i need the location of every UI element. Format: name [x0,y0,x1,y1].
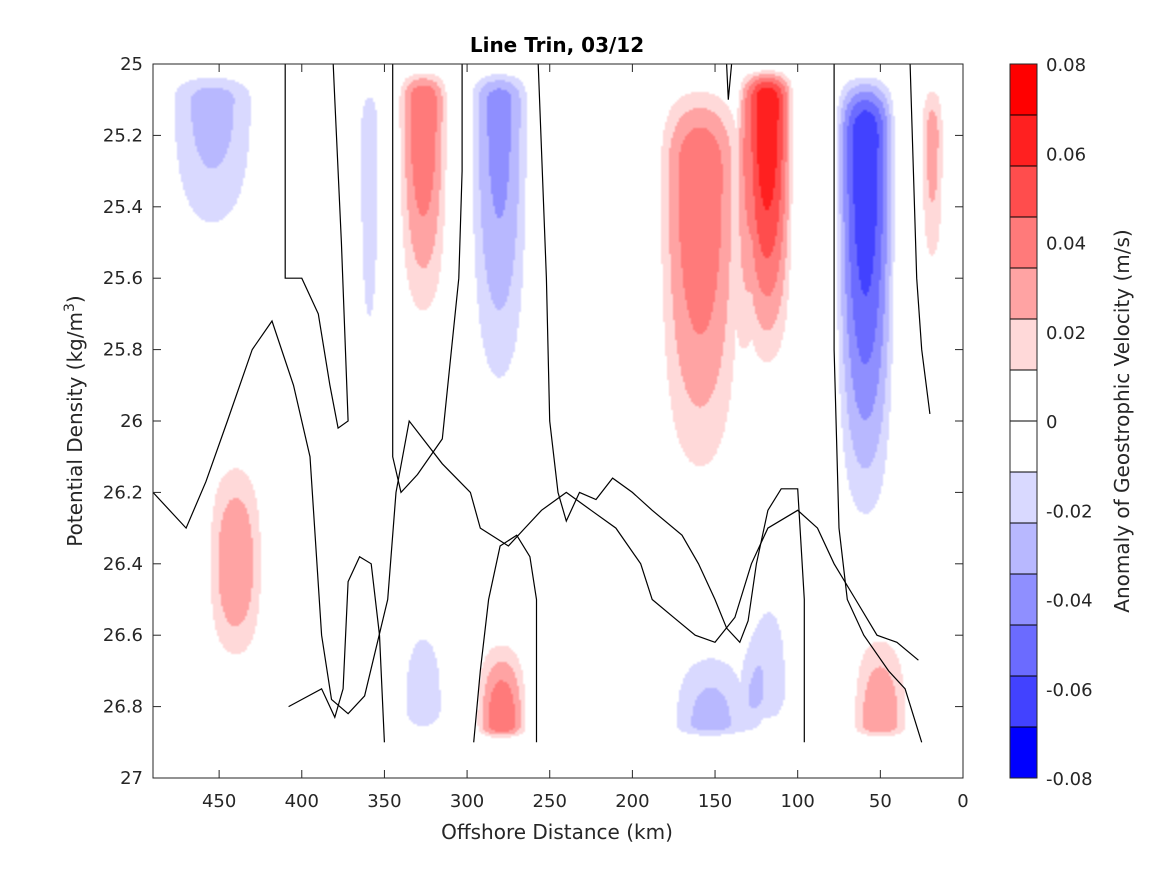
colorbar [1009,63,1038,779]
x-tick-label: 150 [698,791,732,812]
colorbar-tick-label: 0.04 [1046,234,1086,255]
colorbar-swatch [1010,472,1037,524]
zero-contour-line [392,64,463,494]
colorbar-label: Anomaly of Geostrophic Velocity (m/s) [1110,229,1134,612]
colorbar-tick-label: -0.02 [1046,501,1093,522]
colorbar-tick-label: -0.06 [1046,680,1093,701]
y-tick-label: 25.2 [103,125,143,146]
contour-fill-layer [153,64,963,778]
zero-contour-line [833,64,923,743]
zero-contour-line [288,555,385,743]
colorbar-tick-label: -0.04 [1046,591,1093,612]
x-tick-label: 0 [957,791,968,812]
colorbar-swatch [1010,676,1037,728]
zero-contour-line [284,64,349,430]
y-tick-label: 25.6 [103,268,143,289]
colorbar-frame [1009,63,1038,779]
zero-contour-line [726,64,733,100]
y-tick-label: 27 [120,768,143,789]
zero-contour-line [537,64,805,743]
zero-contour-line [153,319,919,715]
colorbar-swatch [1010,625,1037,677]
colorbar-swatch [1010,64,1037,116]
x-tick-label: 250 [533,791,567,812]
x-tick-label: 300 [450,791,484,812]
y-tick-label: 26.4 [103,554,143,575]
x-tick-label: 450 [202,791,236,812]
y-tick-label: 25 [120,54,143,75]
velocity-anomaly-field [153,64,963,778]
x-tick-label: 50 [869,791,892,812]
colorbar-tick-label: 0.08 [1046,55,1086,76]
colorbar-tick-label: 0 [1046,412,1057,433]
x-axis-label: Offshore Distance (km) [441,820,673,844]
colorbar-tick-label: -0.08 [1046,769,1093,790]
zero-contour-lines [153,64,931,743]
colorbar-swatch [1010,217,1037,269]
y-tick-label: 26.8 [103,697,143,718]
y-tick-label: 26.2 [103,482,143,503]
colorbar-swatch [1010,523,1037,575]
y-axis-label-text: Potential Density (kg/m [63,312,87,547]
colorbar-swatch [1010,166,1037,218]
colorbar-swatch [1010,574,1037,626]
y-tick-label: 26.6 [103,625,143,646]
colorbar-swatch [1010,727,1037,779]
colorbar-swatch [1010,319,1037,371]
colorbar-ticks: 0.08 0.06 0.04 0.02 0 -0.02 -0.04 -0.06 -0.08 [1046,55,1093,790]
y-axis-ticks: 25 25.2 25.4 25.6 25.8 26 26.2 26.4 26.6 26.8 27 [103,54,963,789]
y-tick-label: 25.4 [103,197,143,218]
colorbar-tick-label: 0.06 [1046,144,1086,165]
x-tick-label: 400 [285,791,319,812]
x-tick-label: 350 [367,791,401,812]
colorbar-swatch [1010,115,1037,167]
zero-contour-line [473,534,538,743]
y-axis-label-exponent: 3 [62,303,78,312]
x-tick-label: 100 [781,791,815,812]
colorbar-tick-label: 0.02 [1046,323,1086,344]
zero-contour-line [909,64,931,414]
y-axis-label: Potential Density (kg/m3) [62,295,87,546]
x-tick-label: 200 [615,791,649,812]
colorbar-swatch [1010,370,1037,422]
x-axis-ticks: 450 400 350 300 250 200 150 100 50 0 [202,64,969,812]
colorbar-swatch [1010,268,1037,320]
chart-title: Line Trin, 03/12 [470,33,644,57]
y-axis-label-close: ) [63,295,87,303]
colorbar-swatch [1010,421,1037,473]
y-tick-label: 25.8 [103,340,143,361]
y-tick-label: 26 [120,411,143,432]
